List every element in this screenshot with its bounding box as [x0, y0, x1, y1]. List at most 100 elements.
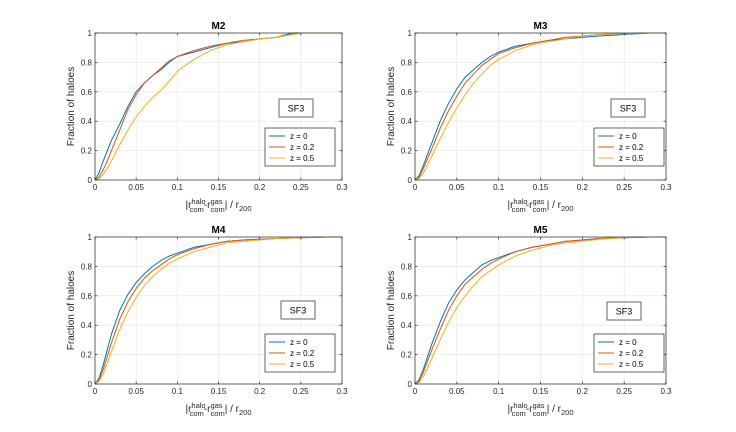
series-line-3: [94, 32, 342, 181]
y-tick-label: 0.4: [81, 321, 93, 330]
legend-label-1: z = 0: [619, 338, 637, 347]
xlabel-div-r: | / r: [225, 200, 240, 211]
x-tick-label: 0.25: [616, 183, 632, 192]
x-tick-label: 0.3: [660, 183, 672, 192]
xlabel-r: |r: [507, 200, 514, 211]
annotation-box: [280, 300, 316, 320]
x-tick-label: 0.05: [449, 387, 465, 396]
y-tick-label: 0.8: [401, 58, 413, 67]
x-tick-label: 0.2: [254, 183, 266, 192]
xlabel-com-sub: com: [512, 205, 526, 214]
y-axis-label: Fraction of haloes: [66, 271, 77, 351]
legend-label-2: z = 0.2: [290, 143, 315, 152]
xlabel-div-r: | / r: [225, 404, 240, 415]
legend-label-1: z = 0: [290, 338, 308, 347]
x-tick-label: 0.1: [493, 387, 505, 396]
x-tick-label: 0: [413, 183, 418, 192]
annotation-text: SF3: [290, 306, 307, 316]
x-axis-label: |rhalo com-rgas com| / r200: [507, 197, 573, 214]
xlabel-gas-sup: gas: [210, 197, 222, 206]
y-tick-label: 0: [408, 380, 413, 389]
y-tick-label: 1: [408, 233, 413, 242]
y-tick-label: 0.6: [401, 88, 413, 97]
x-axis-label: |rhalo com-rgas com| / r200: [507, 401, 573, 418]
y-tick-label: 0: [408, 176, 413, 185]
annotation-text: SF3: [616, 307, 633, 317]
chart-panel-m5: 0 0.05 0.1 0.15 0.2 0.25 0.3 0 0.2 0.4 0.6 0.8 1 M5 Fr…: [386, 225, 672, 418]
xlabel-minus-r: -r: [526, 200, 533, 211]
annotation-box: [278, 98, 314, 118]
x-tick-label: 0.3: [336, 183, 348, 192]
y-tick-label: 0.8: [81, 58, 93, 67]
xlabel-200-sub: 200: [239, 408, 252, 417]
xlabel-gas-sup: gas: [532, 401, 544, 410]
y-tick-label: 1: [88, 233, 93, 242]
y-axis-label: Fraction of haloes: [66, 67, 77, 147]
x-tick-label: 0.1: [172, 387, 184, 396]
y-tick-label: 1: [88, 29, 93, 38]
y-tick-label: 0.8: [401, 262, 413, 271]
x-tick-label: 0.15: [533, 387, 549, 396]
xlabel-gas-sup: gas: [210, 401, 222, 410]
y-tick-label: 0.2: [81, 147, 93, 156]
chart-title: M3: [534, 21, 548, 32]
x-tick-label: 0.1: [172, 183, 184, 192]
y-tick-label: 1: [408, 29, 413, 38]
legend-label-2: z = 0.2: [619, 349, 644, 358]
x-tick-label: 0.2: [577, 183, 589, 192]
chart-title: M2: [212, 21, 226, 32]
x-tick-label: 0: [93, 183, 98, 192]
x-tick-label: 0.05: [449, 183, 465, 192]
x-tick-label: 0.15: [533, 183, 549, 192]
series-line-1: [414, 32, 666, 181]
y-tick-label: 0: [88, 380, 93, 389]
x-tick-label: 0.3: [660, 387, 672, 396]
x-tick-label: 0.05: [128, 183, 144, 192]
xlabel-com-sub: com: [512, 409, 526, 418]
legend-label-2: z = 0.2: [619, 143, 644, 152]
series-line-3: [94, 236, 342, 385]
legend-label-3: z = 0.5: [619, 154, 644, 163]
xlabel-com-sub2: com: [533, 205, 547, 214]
chart-panel-m4: 0 0.05 0.1 0.15 0.2 0.25 0.3 0 0.2 0.4 0.6 0.8 1 M4 Fr…: [66, 225, 348, 418]
y-tick-label: 0.2: [81, 351, 93, 360]
xlabel-halo-sup: halo: [191, 401, 205, 410]
x-tick-label: 0: [93, 387, 98, 396]
xlabel-r: |r: [185, 404, 192, 415]
xlabel-div-r: | / r: [547, 404, 562, 415]
xlabel-com-sub2: com: [533, 409, 547, 418]
x-tick-label: 0.25: [293, 387, 309, 396]
y-axis-label: Fraction of haloes: [386, 67, 397, 147]
annotation-box: [606, 301, 642, 321]
xlabel-halo-sup: halo: [513, 401, 527, 410]
x-tick-label: 0.25: [293, 183, 309, 192]
chart-title: M5: [534, 225, 548, 236]
y-tick-label: 0.4: [401, 321, 413, 330]
legend-label-3: z = 0.5: [290, 360, 315, 369]
x-tick-label: 0.15: [211, 387, 227, 396]
xlabel-com-sub2: com: [211, 409, 225, 418]
x-tick-label: 0.2: [254, 387, 266, 396]
x-axis-label: |rhalo com-rgas com| / r200: [185, 401, 251, 418]
xlabel-com-sub: com: [190, 205, 204, 214]
annotation-box: [610, 98, 646, 118]
x-tick-label: 0.15: [211, 183, 227, 192]
chart-panel-m3: 0 0.05 0.1 0.15 0.2 0.25 0.3 0 0.2 0.4 0.6 0.8 1 M3 Fr…: [386, 21, 672, 214]
series-line-2: [414, 236, 666, 385]
legend-label-3: z = 0.5: [619, 360, 644, 369]
y-axis-label: Fraction of haloes: [386, 271, 397, 351]
annotation-text: SF3: [288, 104, 305, 114]
legend-label-1: z = 0: [290, 132, 308, 141]
xlabel-minus-r: -r: [204, 200, 211, 211]
y-tick-label: 0.2: [401, 147, 413, 156]
xlabel-r: |r: [507, 404, 514, 415]
x-tick-label: 0: [413, 387, 418, 396]
legend-label-2: z = 0.2: [290, 349, 315, 358]
legend-label-1: z = 0: [619, 132, 637, 141]
xlabel-200-sub: 200: [561, 408, 574, 417]
x-tick-label: 0.1: [493, 183, 505, 192]
xlabel-div-r: | / r: [547, 200, 562, 211]
series-line-3: [414, 236, 666, 385]
x-tick-label: 0.05: [128, 387, 144, 396]
